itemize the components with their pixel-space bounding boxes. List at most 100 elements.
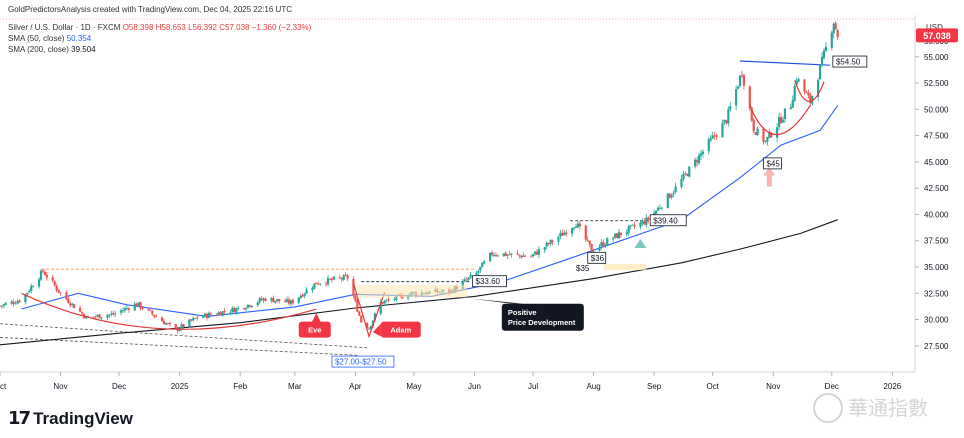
candle-body bbox=[563, 232, 566, 236]
candle-body bbox=[178, 329, 181, 332]
watermark-logo: 華通指數 bbox=[813, 393, 928, 423]
candle-body bbox=[319, 283, 322, 285]
candle-body bbox=[832, 23, 835, 34]
candle-body bbox=[735, 89, 738, 106]
label-33-60: $33.60 bbox=[476, 277, 501, 286]
up-arrow-icon bbox=[634, 238, 647, 248]
candle-body bbox=[613, 233, 617, 238]
candle-body bbox=[797, 78, 800, 82]
candle-body bbox=[830, 32, 833, 48]
candle-body bbox=[196, 317, 199, 319]
candle-body bbox=[303, 293, 306, 296]
candle-body bbox=[299, 295, 302, 299]
eve-label-bubble bbox=[298, 321, 331, 338]
candle-body bbox=[543, 247, 546, 250]
candle-body bbox=[45, 274, 48, 278]
positive-label-2: Price Development bbox=[508, 318, 576, 327]
candle-body bbox=[764, 140, 767, 142]
candle-body bbox=[533, 251, 537, 254]
candle-body bbox=[119, 310, 123, 313]
candle-body bbox=[483, 261, 486, 264]
candle-body bbox=[385, 299, 388, 301]
candle-body bbox=[203, 313, 207, 317]
candle-body bbox=[463, 279, 466, 282]
candle-body bbox=[135, 303, 138, 306]
candle-body bbox=[713, 135, 716, 137]
candle-body bbox=[346, 275, 349, 279]
support-dashed-line bbox=[0, 323, 370, 349]
label-39-40: $39.40 bbox=[653, 216, 678, 225]
candle-body bbox=[315, 282, 318, 285]
candle-body bbox=[221, 311, 224, 316]
candle-body bbox=[155, 316, 158, 318]
candle-body bbox=[619, 232, 623, 236]
price-tick-label: 50.000 bbox=[924, 105, 949, 114]
candle-body bbox=[358, 311, 361, 316]
candle-body bbox=[770, 132, 773, 138]
chart-legend: Silver / U.S. Dollar · 1D · FXCM O58.398… bbox=[8, 22, 311, 55]
candle-body bbox=[615, 233, 619, 239]
time-tick-label: Aug bbox=[586, 382, 600, 391]
candle-body bbox=[250, 305, 253, 307]
candle-body bbox=[244, 308, 248, 310]
candle-body bbox=[326, 277, 330, 285]
candle-body bbox=[586, 239, 589, 241]
candle-body bbox=[699, 153, 703, 156]
candle-body bbox=[360, 315, 363, 323]
sma200-legend[interactable]: SMA (200, close) 39.504 bbox=[8, 44, 311, 55]
candle-body bbox=[627, 226, 630, 233]
candle-body bbox=[37, 279, 41, 287]
candle-body bbox=[811, 96, 814, 104]
candle-body bbox=[18, 300, 21, 303]
candle-body bbox=[506, 254, 509, 256]
candle-body bbox=[328, 278, 332, 280]
candle-body bbox=[574, 226, 578, 228]
candle-body bbox=[367, 328, 371, 330]
candle-body bbox=[748, 86, 751, 109]
candle-body bbox=[166, 323, 170, 325]
currency-label[interactable]: USD bbox=[926, 23, 943, 32]
label-54-50-box bbox=[832, 55, 868, 68]
time-tick-label: Dec bbox=[112, 382, 126, 391]
symbol-line[interactable]: Silver / U.S. Dollar · 1D · FXCM O58.398… bbox=[8, 22, 311, 33]
candle-body bbox=[28, 290, 31, 293]
candle-body bbox=[654, 210, 658, 214]
candle-body bbox=[776, 127, 779, 138]
last-price-label: 57.038 bbox=[923, 31, 951, 41]
candle-body bbox=[354, 295, 357, 301]
candle-body bbox=[207, 313, 211, 318]
candle-body bbox=[545, 242, 548, 247]
time-tick-label: Apr bbox=[349, 382, 362, 391]
candle-body bbox=[656, 207, 660, 211]
candle-body bbox=[278, 299, 281, 302]
candle-body bbox=[795, 80, 798, 85]
price-axis[interactable]: 27.500 30.000 32.500 35.000 37.500 40.000 42.5… bbox=[915, 37, 949, 351]
time-tick-label: Oct bbox=[706, 382, 719, 391]
tradingview-logo[interactable]: 17 TradingView bbox=[8, 408, 133, 429]
candle-body bbox=[223, 311, 226, 312]
price-tick-label: 32.500 bbox=[924, 289, 949, 298]
candle-body bbox=[668, 194, 671, 198]
candle-body bbox=[725, 120, 728, 124]
positive-pointer bbox=[470, 298, 524, 304]
candle-body bbox=[297, 297, 300, 304]
candle-body bbox=[215, 314, 218, 316]
candle-body bbox=[783, 108, 787, 119]
candle-body bbox=[313, 283, 316, 289]
candle-body bbox=[41, 270, 45, 272]
candle-body bbox=[756, 128, 759, 135]
candle-body bbox=[820, 56, 824, 66]
candle-body bbox=[612, 238, 615, 240]
candle-body bbox=[149, 309, 152, 311]
time-axis[interactable]: Oct Nov Dec 2025 Feb Mar Apr May Jun Jul Aug Sep Oct… bbox=[0, 372, 902, 391]
candle-body bbox=[549, 239, 552, 244]
sma200-line bbox=[0, 219, 838, 346]
sma50-legend[interactable]: SMA (50, close) 50.354 bbox=[8, 33, 311, 44]
candle-body bbox=[256, 302, 259, 306]
price-tick-label: 40.000 bbox=[924, 210, 949, 219]
candle-body bbox=[153, 314, 156, 317]
candle-body bbox=[721, 122, 724, 138]
sma200-series bbox=[0, 219, 838, 346]
guide-lines bbox=[0, 18, 915, 356]
